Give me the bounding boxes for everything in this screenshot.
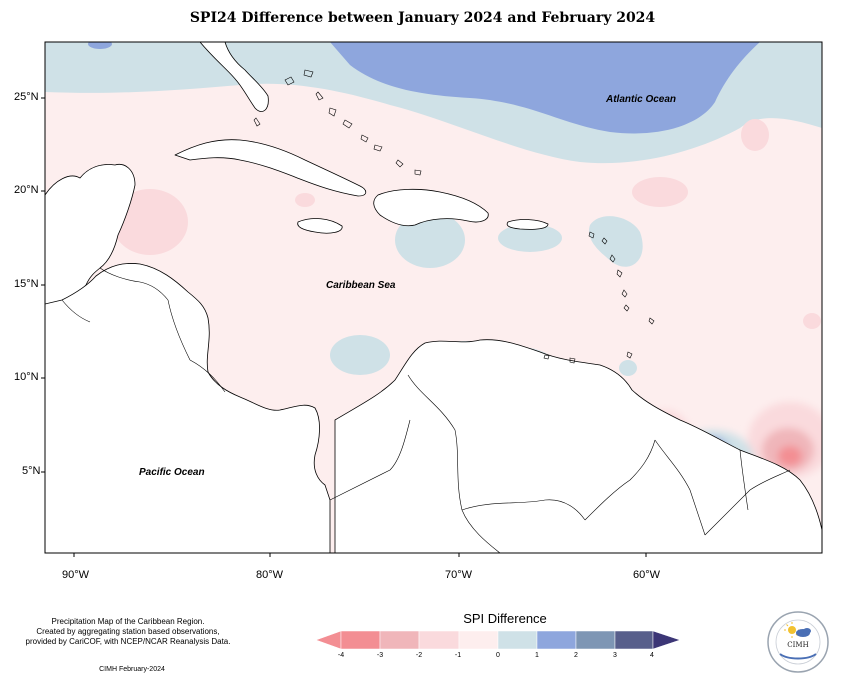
lat-tick-25: 25°N xyxy=(14,91,39,103)
lat-tick-10: 10°N xyxy=(14,371,39,383)
credit-stamp: CIMH February-2024 xyxy=(99,666,165,673)
credit-line-1: Precipitation Map of the Caribbean Regio… xyxy=(51,617,205,626)
lon-tick-90: 90°W xyxy=(62,569,90,581)
legend-title: SPI Difference xyxy=(463,611,547,626)
sun-icon xyxy=(784,622,800,638)
caribbean-sea-label: Caribbean Sea xyxy=(326,280,396,291)
legend-tick: 3 xyxy=(613,652,617,659)
atlantic-ocean-label: Atlantic Ocean xyxy=(606,94,677,105)
lon-tick-60: 60°W xyxy=(633,569,661,581)
cloud-icon xyxy=(796,628,811,637)
lat-tick-15: 15°N xyxy=(14,278,39,290)
lat-tick-20: 20°N xyxy=(14,184,39,196)
cimh-logo: CIMH xyxy=(767,611,829,673)
legend-tick: 4 xyxy=(650,652,654,659)
legend-tick: -1 xyxy=(454,652,462,659)
legend-tick: -2 xyxy=(415,652,423,659)
map-title: SPI24 Difference between January 2024 an… xyxy=(189,10,656,26)
lon-tick-70: 70°W xyxy=(445,569,473,581)
legend-tick: 0 xyxy=(496,652,500,659)
legend-tick: -4 xyxy=(337,652,345,659)
credit-line-3: provided by CariCOF, with NCEP/NCAR Rean… xyxy=(25,637,231,646)
legend-tick: -3 xyxy=(376,652,384,659)
credit-text: Precipitation Map of the Caribbean Regio… xyxy=(8,617,248,647)
pacific-ocean-label: Pacific Ocean xyxy=(139,467,205,478)
legend-colorbar xyxy=(315,630,681,650)
lat-tick-5: 5°N xyxy=(22,465,41,477)
legend-tick: 2 xyxy=(574,652,578,659)
lon-tick-80: 80°W xyxy=(256,569,284,581)
credit-line-2: Created by aggregating station based obs… xyxy=(36,627,220,636)
legend-tick: 1 xyxy=(535,652,539,659)
logo-text: CIMH xyxy=(787,641,808,649)
